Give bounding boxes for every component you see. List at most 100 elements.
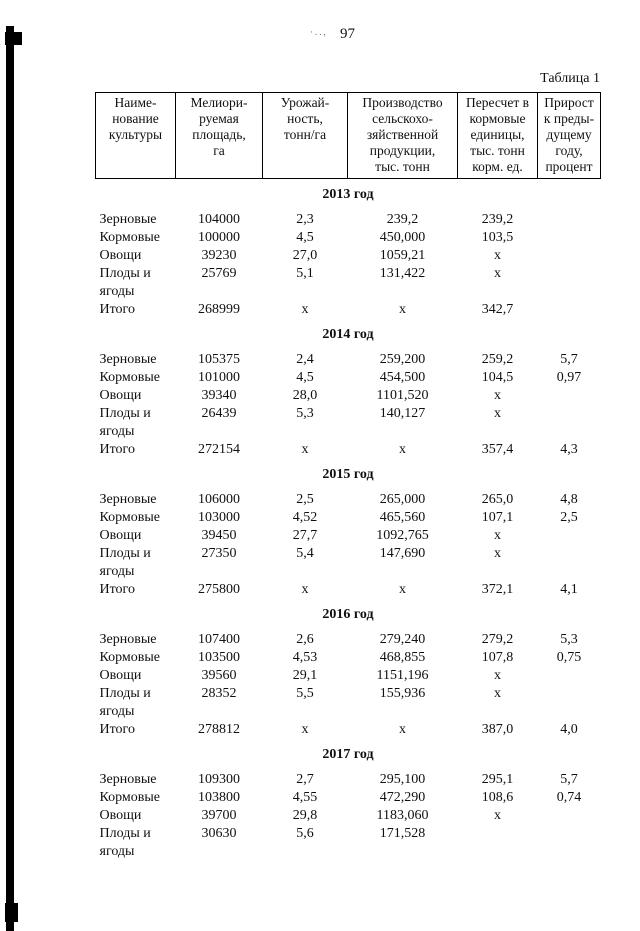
value-cell: 28352 — [201, 685, 237, 701]
table-row: Зерновые 105375 2,4 259,200 259,2 5,7 — [96, 351, 601, 369]
value-cell: 5,3 — [296, 405, 314, 421]
value-cell: 1092,765 — [376, 527, 429, 543]
value-cell: 103,5 — [481, 229, 514, 245]
value-cell: 1183,060 — [376, 807, 429, 823]
culture-name-cell: Плоды и ягоды — [99, 405, 151, 439]
culture-name-cell: Овощи — [99, 387, 142, 403]
value-cell: 5,7 — [560, 351, 578, 367]
culture-name-cell: Итого — [99, 301, 135, 317]
table-row: Плоды и ягоды 26439 5,3 140,127 х — [96, 405, 601, 441]
value-cell: 30630 — [201, 825, 237, 841]
header-culture-name: Наиме- нование культуры — [95, 92, 176, 179]
value-cell: 275800 — [198, 581, 240, 597]
value-cell — [538, 211, 601, 229]
value-cell: 5,1 — [296, 265, 314, 281]
value-cell: 472,290 — [379, 789, 426, 805]
value-cell: 265,000 — [379, 491, 426, 507]
year-heading: 2014 год — [322, 326, 374, 342]
value-cell: 1101,520 — [376, 387, 429, 403]
value-cell: 2,5 — [560, 509, 578, 525]
header-growth: Прирост к преды- дущему году, процент — [537, 92, 601, 179]
table-row: Кормовые 103800 4,55 472,290 108,6 0,74 — [96, 789, 601, 807]
value-cell: х — [494, 405, 501, 421]
value-cell — [538, 527, 601, 545]
header-yield: Урожай- ность, тонн/га — [262, 92, 348, 179]
value-cell: 104,5 — [481, 369, 514, 385]
table-row: Зерновые 107400 2,6 279,240 279,2 5,3 — [96, 631, 601, 649]
value-cell: 103000 — [198, 509, 240, 525]
value-cell: 278812 — [198, 721, 240, 737]
value-cell: 27,0 — [292, 247, 318, 263]
scan-artifact-left-bar — [6, 26, 14, 931]
table-row: Кормовые 103000 4,52 465,560 107,1 2,5 — [96, 509, 601, 527]
value-cell — [538, 301, 601, 319]
culture-name-cell: Итого — [99, 441, 135, 457]
scan-artifact-top-left — [5, 32, 22, 45]
value-cell: х — [494, 685, 501, 701]
culture-name-cell: Кормовые — [99, 509, 161, 525]
value-cell: 2,7 — [296, 771, 314, 787]
table-row: Итого 278812 х х 387,0 4,0 — [96, 721, 601, 739]
culture-name-cell: Зерновые — [99, 351, 157, 367]
value-cell: 465,560 — [379, 509, 426, 525]
value-cell: 4,1 — [560, 581, 578, 597]
table-row: Кормовые 100000 4,5 450,000 103,5 — [96, 229, 601, 247]
value-cell: 2,5 — [296, 491, 314, 507]
value-cell — [538, 545, 601, 581]
value-cell: 387,0 — [481, 721, 514, 737]
year-heading: 2015 год — [322, 466, 374, 482]
value-cell: 4,3 — [560, 441, 578, 457]
table-row: Плоды и ягоды 30630 5,6 171,528 — [96, 825, 601, 861]
value-cell: 4,0 — [560, 721, 578, 737]
value-cell: 268999 — [198, 301, 240, 317]
value-cell: х — [301, 721, 309, 737]
value-cell: 171,528 — [379, 825, 426, 841]
scan-artifact-bottom-left — [5, 903, 18, 922]
value-cell: 454,500 — [379, 369, 426, 385]
value-cell: 4,52 — [292, 509, 318, 525]
year-heading-row: 2016 год — [96, 599, 601, 631]
value-cell — [458, 825, 538, 861]
value-cell: 109300 — [198, 771, 240, 787]
value-cell: 103500 — [198, 649, 240, 665]
value-cell: х — [494, 807, 501, 823]
value-cell: 108,6 — [481, 789, 514, 805]
value-cell — [538, 247, 601, 265]
value-cell: 39450 — [201, 527, 237, 543]
value-cell: х — [301, 441, 309, 457]
value-cell: 1151,196 — [376, 667, 429, 683]
value-cell: 101000 — [198, 369, 240, 385]
value-cell: 2,4 — [296, 351, 314, 367]
value-cell: х — [399, 301, 406, 317]
culture-name-cell: Кормовые — [99, 369, 161, 385]
value-cell: х — [301, 301, 309, 317]
culture-name-cell: Кормовые — [99, 789, 161, 805]
value-cell: 106000 — [198, 491, 240, 507]
value-cell: 155,936 — [379, 685, 426, 701]
value-cell: 105375 — [198, 351, 240, 367]
data-table: Наиме- нование культуры Мелиори- руемая … — [95, 92, 601, 861]
value-cell: 4,5 — [296, 229, 314, 245]
culture-name-cell: Итого — [99, 721, 135, 737]
value-cell: 259,2 — [481, 351, 514, 367]
culture-name-cell: Овощи — [99, 667, 142, 683]
value-cell: х — [494, 527, 501, 543]
table-row: Кормовые 101000 4,5 454,500 104,5 0,97 — [96, 369, 601, 387]
page-number: 97 — [340, 26, 355, 42]
table-row: Овощи 39450 27,7 1092,765 х — [96, 527, 601, 545]
value-cell: 2,3 — [296, 211, 314, 227]
value-cell: х — [494, 667, 501, 683]
value-cell: 5,6 — [296, 825, 314, 841]
value-cell: 279,2 — [481, 631, 514, 647]
value-cell: 131,422 — [379, 265, 426, 281]
value-cell — [538, 405, 601, 441]
value-cell: 5,5 — [296, 685, 314, 701]
value-cell: 2,6 — [296, 631, 314, 647]
table-row: Зерновые 109300 2,7 295,100 295,1 5,7 — [96, 771, 601, 789]
table-row: Плоды и ягоды 28352 5,5 155,936 х — [96, 685, 601, 721]
value-cell: 1059,21 — [379, 247, 426, 263]
header-reclaimed-area: Мелиори- руемая площадь, га — [175, 92, 263, 179]
culture-name-cell: Овощи — [99, 247, 142, 263]
value-cell — [538, 807, 601, 825]
value-cell: х — [494, 247, 501, 263]
